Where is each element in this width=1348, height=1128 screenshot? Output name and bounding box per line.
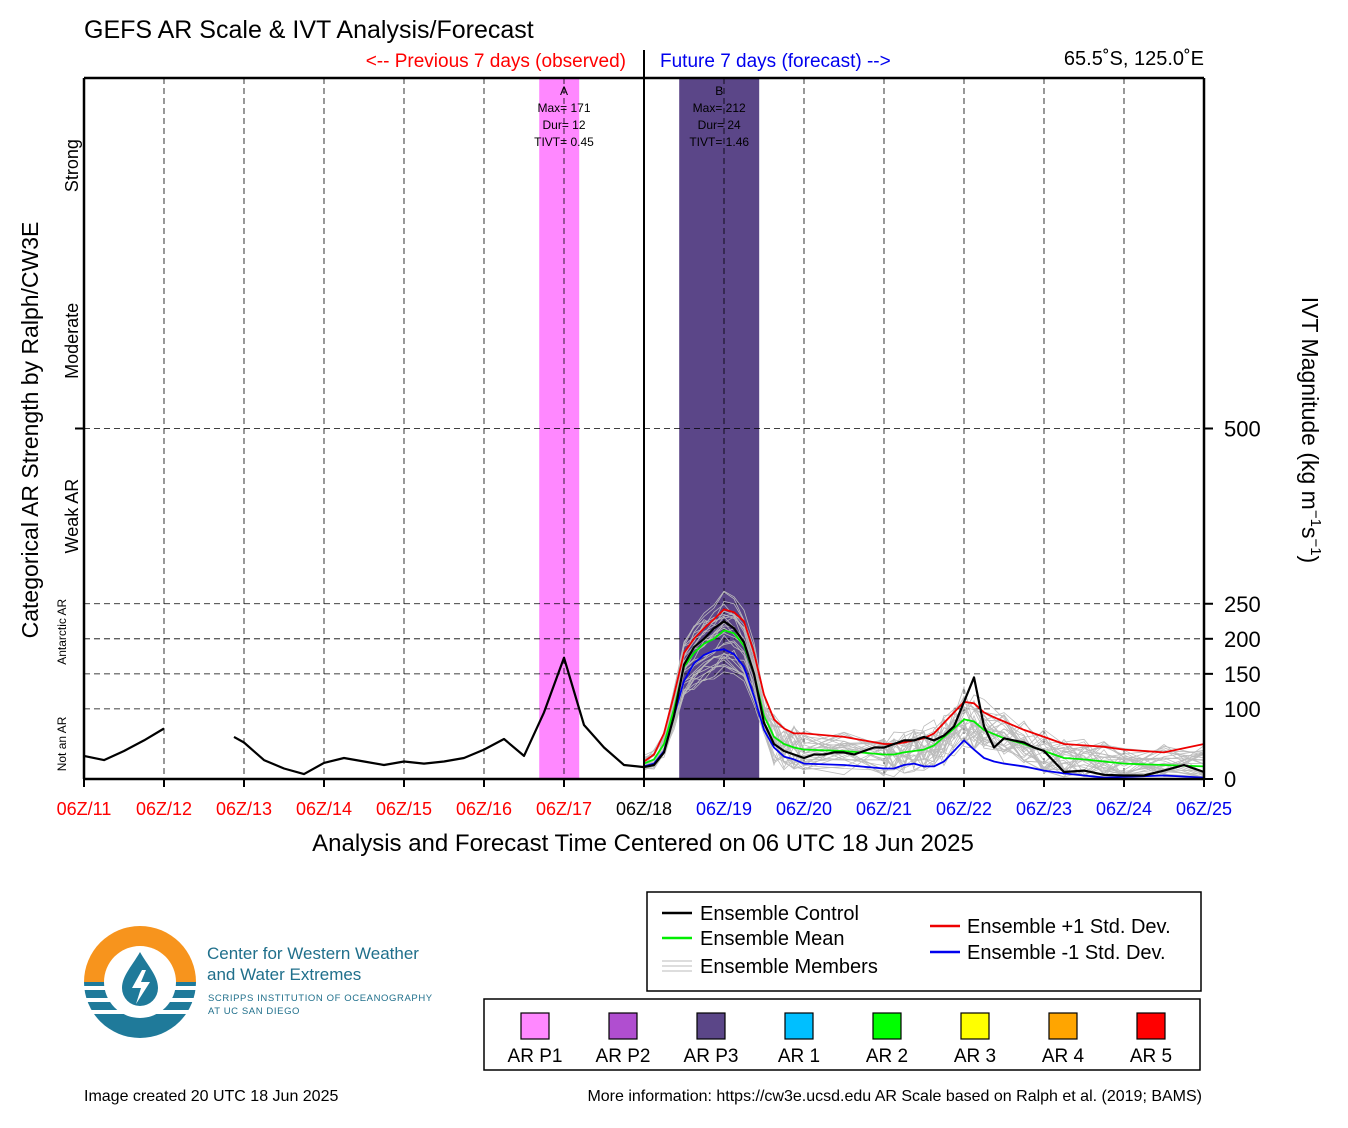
ensemble-series: [83, 608, 1205, 779]
x-tick-label: 06Z/12: [136, 799, 192, 819]
logo-affiliation-line1: SCRIPPS INSTITUTION OF OCEANOGRAPHY: [208, 993, 433, 1004]
category-label: Moderate: [62, 303, 82, 379]
x-tick-label: 06Z/19: [696, 799, 752, 819]
category-labels: Not an AR Antarctic AR Weak AR Moderate Stro…: [55, 139, 82, 771]
y-tick-label: 200: [1224, 627, 1261, 652]
ar-scale-label: AR P2: [596, 1046, 651, 1067]
ar-scale-swatch: [872, 1012, 902, 1040]
category-label: Weak AR: [62, 479, 82, 554]
series-control-line: [233, 620, 1205, 777]
ar-event-B-text: Dur= 24: [698, 118, 741, 132]
ar-scale-label: AR 3: [954, 1046, 996, 1067]
logo-name-line1: Center for Western Weather: [207, 944, 419, 963]
y-tick-label: 150: [1224, 662, 1261, 687]
cw3e-logo-icon: [84, 926, 196, 1038]
ar-scale-legend: AR P1 AR P2 AR P3 AR 1 AR 2 AR 3 AR 4 AR 5: [483, 998, 1201, 1071]
ar-scale-swatch: [520, 1012, 550, 1040]
y-tick-label: 500: [1224, 417, 1261, 442]
y-tick-label: 250: [1224, 592, 1261, 617]
series-control-line: [83, 727, 165, 762]
x-tick-label: 06Z/11: [57, 799, 112, 819]
series-minus-std-line: [643, 648, 1205, 779]
ar-event-B-text: Max= 212: [693, 101, 746, 115]
x-tick-label: 06Z/17: [536, 799, 592, 819]
left-axis-label: Categorical AR Strength by Ralph/CW3E: [17, 222, 43, 639]
ensemble-member-line: [643, 591, 1205, 775]
ar-scale-label: AR 4: [1042, 1046, 1085, 1067]
category-label: Not an AR: [55, 716, 69, 771]
ar-event-B-text: TIVT= 1.46: [689, 135, 749, 149]
right-axis-label: IVT Magnitude (kg m−1s−1): [1297, 297, 1324, 563]
ar-event-annotations: A Max= 171 Dur= 12 TIVT= 0.45 B Max= 212 Dur= …: [534, 84, 749, 149]
location-label: 65.5˚S, 125.0˚E: [1063, 48, 1204, 70]
x-tick-label: 06Z/13: [216, 799, 272, 819]
ar-event-B-text: B: [715, 84, 723, 98]
ar-scale-swatch: [1136, 1012, 1166, 1040]
ar-scale-label: AR 1: [778, 1046, 820, 1067]
x-tick-label: 06Z/14: [296, 799, 352, 819]
ar-scale-label: AR P1: [508, 1046, 563, 1067]
ar-scale-swatch: [608, 1012, 638, 1040]
ivt-chart: A Max= 171 Dur= 12 TIVT= 0.45 B Max= 212 Dur= …: [17, 50, 1324, 857]
ar-event-A-text: A: [560, 84, 568, 98]
legend-control-label: Ensemble Control: [700, 903, 859, 925]
ar-scale-label: AR 2: [866, 1046, 908, 1067]
image-created-text: Image created 20 UTC 18 Jun 2025: [84, 1088, 339, 1105]
more-information-text: More information: https://cw3e.ucsd.edu …: [587, 1088, 1202, 1105]
legend-minus-std-label: Ensemble -1 Std. Dev.: [967, 942, 1166, 964]
ar-event-A-text: Max= 171: [537, 101, 590, 115]
ensemble-member-line: [643, 653, 1205, 777]
logo-affiliation-line2: AT UC SAN DIEGO: [208, 1006, 301, 1017]
series-legend: Ensemble Control Ensemble Mean Ensemble …: [646, 891, 1202, 992]
x-tick-label: 06Z/24: [1096, 799, 1152, 819]
ensemble-member-line: [643, 616, 1205, 777]
x-tick-label: 06Z/21: [856, 799, 912, 819]
ar-scale-label: AR 5: [1130, 1046, 1172, 1067]
x-tick-label: 06Z/15: [376, 799, 432, 819]
ensemble-member-line: [643, 652, 1205, 778]
ar-scale-swatch: [1048, 1012, 1078, 1040]
x-tick-label: 06Z/18: [616, 799, 672, 819]
chart-title: GEFS AR Scale & IVT Analysis/Forecast: [84, 16, 534, 44]
tick-labels: 06Z/11 06Z/12 06Z/13 06Z/14 06Z/15 06Z/16 06Z/…: [57, 417, 1261, 820]
x-tick-label: 06Z/22: [936, 799, 992, 819]
y-tick-label: 0: [1224, 767, 1236, 792]
ensemble-member-line: [643, 671, 1205, 777]
category-label: Strong: [62, 139, 82, 192]
ar-scale-swatch: [784, 1012, 814, 1040]
ar-event-A-text: Dur= 12: [542, 118, 585, 132]
axes: [82, 50, 1206, 781]
ar-event-A-text: TIVT= 0.45: [534, 135, 594, 149]
previous-days-label: <-- Previous 7 days (observed): [365, 51, 626, 72]
legend-plus-std-label: Ensemble +1 Std. Dev.: [967, 916, 1171, 938]
legend-mean-label: Ensemble Mean: [700, 928, 845, 950]
y-tick-label: 100: [1224, 697, 1261, 722]
x-axis-label: Analysis and Forecast Time Centered on 0…: [312, 830, 974, 857]
x-tick-label: 06Z/16: [456, 799, 512, 819]
ar-scale-swatch: [960, 1012, 990, 1040]
legend-members-label: Ensemble Members: [700, 956, 878, 978]
x-tick-label: 06Z/20: [776, 799, 832, 819]
ar-scale-swatch: [696, 1012, 726, 1040]
ar-scale-label: AR P3: [684, 1046, 739, 1067]
x-tick-label: 06Z/23: [1016, 799, 1072, 819]
category-label: Antarctic AR: [55, 598, 69, 664]
future-days-label: Future 7 days (forecast) -->: [660, 51, 891, 72]
logo-name-line2: and Water Extremes: [207, 965, 362, 984]
x-tick-label: 06Z/25: [1176, 799, 1232, 819]
